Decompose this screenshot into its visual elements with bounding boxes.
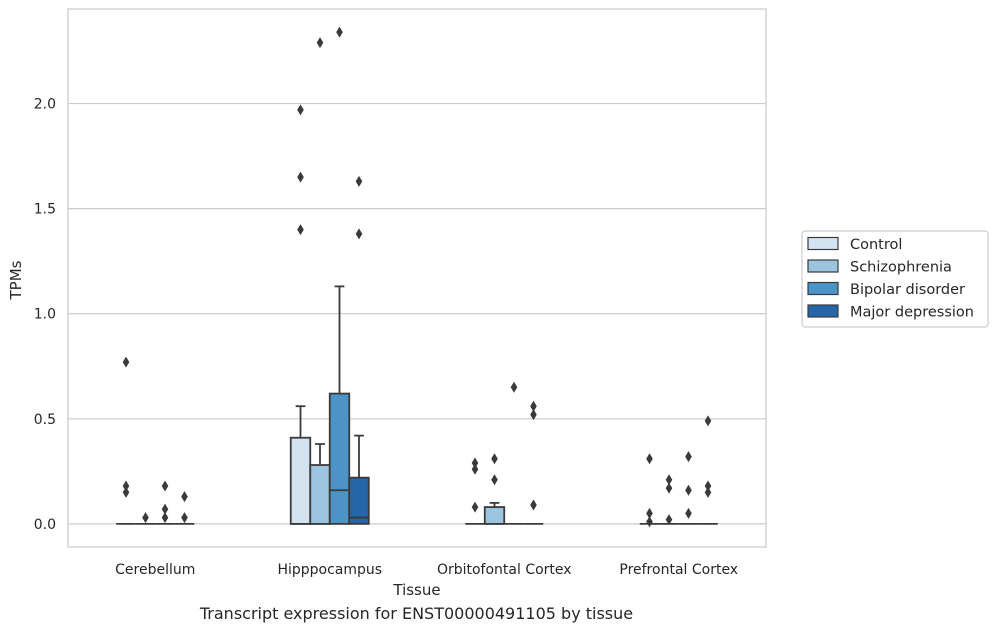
- outlier-point: [704, 480, 712, 492]
- y-axis-ticks: 0.0 0.5 1.0 1.5 2.0: [34, 97, 56, 533]
- outlier-point: [685, 451, 692, 463]
- box-body: [328, 392, 351, 525]
- y-tick-label: 0.5: [34, 412, 56, 428]
- box-bipolar-disorder-0: [155, 480, 175, 525]
- box-control-2: [465, 457, 485, 525]
- outlier-point: [297, 104, 304, 116]
- boxes: [116, 26, 718, 528]
- chart-caption: Transcript expression for ENST0000049110…: [199, 604, 634, 623]
- x-axis-ticks: Cerebellum Hipppocampus Orbitofontal Corte…: [115, 562, 738, 578]
- box-bipolar-disorder-1: [328, 26, 351, 525]
- box-schizophrenia-1: [309, 37, 331, 525]
- outlier-point: [355, 228, 363, 240]
- box-bipolar-disorder-2: [504, 381, 524, 525]
- outlier-point: [471, 501, 479, 513]
- box-bipolar-disorder-3: [678, 451, 699, 525]
- y-tick-label: 2.0: [34, 97, 56, 113]
- outlier-point: [665, 514, 673, 526]
- outlier-point: [161, 480, 169, 492]
- x-tick-label: Orbitofontal Cortex: [437, 562, 572, 578]
- outlier-point: [646, 507, 653, 519]
- box-control-3: [639, 453, 660, 528]
- legend-frame: [801, 230, 989, 328]
- plot-frame: [67, 8, 767, 548]
- box-body: [483, 506, 506, 525]
- outlier-point: [122, 486, 130, 498]
- box-major-depression-1: [348, 175, 370, 525]
- gridlines: [68, 102, 766, 525]
- legend: Control Schizophrenia Bipolar disorder Majo…: [801, 230, 989, 328]
- outlier-point: [122, 356, 130, 368]
- outlier-point: [355, 175, 363, 187]
- legend-swatch: [807, 236, 839, 251]
- box-body: [309, 464, 331, 525]
- outlier-point: [491, 453, 498, 465]
- outlier-point: [665, 474, 673, 486]
- legend-swatch: [807, 281, 839, 296]
- outlier-point: [161, 503, 169, 515]
- box-control-1: [289, 104, 312, 525]
- outlier-point: [704, 486, 712, 498]
- y-tick-label: 1.0: [34, 307, 56, 323]
- box-major-depression-0: [174, 491, 195, 525]
- x-tick-label: Hipppocampus: [277, 562, 382, 578]
- outlier-point: [685, 484, 692, 496]
- box-body: [348, 476, 370, 525]
- outlier-point: [646, 453, 653, 465]
- box-body: [289, 436, 312, 525]
- outlier-point: [181, 491, 188, 503]
- legend-label: Bipolar disorder: [850, 282, 965, 298]
- outlier-point: [471, 463, 479, 475]
- outlier-point: [336, 26, 343, 38]
- x-tick-label: Cerebellum: [115, 562, 195, 578]
- outlier-point: [297, 171, 304, 183]
- legend-label: Control: [850, 237, 902, 253]
- outlier-point: [181, 512, 188, 524]
- legend-swatch: [807, 259, 839, 273]
- outlier-point: [142, 512, 149, 524]
- outlier-point: [491, 474, 498, 486]
- y-tick-label: 0.0: [34, 517, 56, 533]
- box-schizophrenia-0: [135, 512, 156, 525]
- outlier-point: [685, 507, 692, 519]
- x-axis-label: Tissue: [392, 581, 440, 599]
- box-major-depression-2: [523, 400, 544, 525]
- box-control-0: [116, 356, 136, 525]
- outlier-point: [530, 499, 537, 511]
- box-schizophrenia-3: [659, 474, 679, 526]
- outlier-point: [530, 409, 537, 421]
- legend-label: Schizophrenia: [850, 260, 952, 276]
- outlier-point: [471, 457, 479, 469]
- legend-swatch: [807, 304, 839, 318]
- outlier-point: [646, 516, 653, 528]
- outlier-point: [704, 415, 712, 427]
- y-axis-label: TPMs: [7, 260, 25, 300]
- box-major-depression-3: [698, 415, 718, 525]
- outlier-point: [510, 381, 518, 393]
- outlier-point: [316, 37, 324, 49]
- y-tick-label: 1.5: [34, 202, 56, 218]
- outlier-point: [665, 482, 673, 494]
- legend-label: Major depression: [850, 305, 974, 321]
- outlier-point: [530, 400, 537, 412]
- x-tick-label: Prefrontal Cortex: [619, 562, 738, 578]
- outlier-point: [161, 512, 169, 524]
- box-schizophrenia-2: [483, 453, 506, 525]
- outlier-point: [297, 224, 304, 236]
- outlier-point: [122, 480, 130, 492]
